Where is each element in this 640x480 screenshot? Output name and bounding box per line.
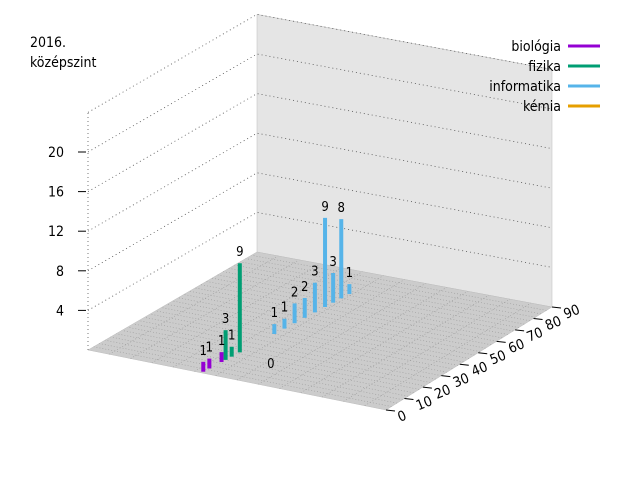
floor-grid-line-x [240, 261, 536, 318]
z-tick-label: 12 [48, 224, 64, 240]
legend-label-informatika: informatika [489, 79, 561, 95]
x-tick-mark [422, 386, 432, 389]
title-line-2: középszint [30, 55, 97, 71]
floor-grid-line-x [200, 284, 497, 342]
floor-grid-line-y [130, 259, 300, 359]
legend-item-fizika: fizika [528, 59, 600, 75]
floor-grid-line-x [245, 258, 541, 315]
x-tick-label: 30 [451, 371, 472, 392]
floor-grid-line-x [155, 310, 453, 370]
floor-grid-line-y [236, 279, 405, 381]
x-tick-label: 0 [396, 408, 409, 426]
x-tick-mark [404, 398, 414, 401]
bar-label-informatika-4: 3 [311, 265, 318, 280]
floor-grid-line-x [251, 254, 547, 311]
legend-label-fizika: fizika [528, 59, 561, 75]
floor-grid-line-x [211, 277, 508, 335]
x-tick-mark [441, 375, 451, 378]
floor-grid-line-x [178, 297, 475, 356]
legend-item-biologia: biológia [511, 39, 600, 55]
floor-grid-line-x [183, 294, 481, 352]
x-tick-label: 40 [469, 359, 490, 380]
legend-label-kemia: kémia [523, 99, 561, 115]
annotations: 0 [267, 357, 274, 372]
floor-grid-line-x [104, 339, 403, 400]
annotation-label: 0 [267, 357, 274, 372]
floor-grid-line-y [258, 283, 426, 385]
z-tick-label: 16 [48, 185, 64, 201]
chart-title: 2016. középszint [30, 35, 97, 71]
floor-grid-line-y [279, 287, 447, 389]
bar-label-informatika-6: 3 [329, 255, 336, 270]
floor-grid-line-y [151, 263, 321, 364]
floor-grid-line-x [138, 320, 436, 380]
bar-label-biológia-0: 1 [200, 344, 207, 359]
floor-grid-line-x [133, 323, 431, 383]
bar-label-informatika-5: 9 [321, 200, 328, 215]
floor-grid-line-y [109, 255, 279, 355]
floor-grid-line-y [321, 294, 489, 398]
x-tick-label: 20 [432, 382, 453, 403]
floor-grid-line-x [234, 264, 530, 322]
floor-grid-line-x [121, 330, 420, 390]
x-tick-mark [385, 409, 396, 412]
floor-grid-line-y [300, 291, 468, 394]
floor-grid-line-x [144, 317, 442, 376]
x-tick-mark [459, 363, 469, 366]
floor-grid-line-x [206, 281, 503, 339]
z-tick-label: 4 [56, 303, 64, 319]
bar-label-fizika-1: 1 [228, 329, 235, 344]
floor-grid-line-y [364, 302, 532, 406]
x-tick-mark [496, 340, 506, 343]
title-line-1: 2016. [30, 35, 66, 51]
x-tick-mark [515, 329, 525, 332]
x-tick-mark [533, 317, 543, 320]
bar-label-biológia-1: 1 [206, 341, 213, 356]
floor-grid-line-x [110, 336, 409, 397]
x-tick-label: 80 [543, 313, 564, 334]
legend-item-kemia: kémia [523, 99, 600, 115]
floor-grid-line-x [149, 313, 447, 373]
floor-grid-line-y [343, 298, 511, 402]
bar-label-biológia-2: 1 [218, 334, 225, 349]
z-axis: 4 8 12 16 20 [48, 145, 86, 319]
floor-grid-line-x [217, 274, 514, 332]
floor-grid-line-y [215, 275, 384, 376]
floor-grid-line-x [127, 326, 425, 387]
bar-label-informatika-0: 1 [271, 306, 278, 321]
z-tick-label: 8 [56, 264, 64, 280]
x-tick-mark [478, 352, 488, 355]
bar-label-informatika-2: 2 [291, 285, 298, 300]
bar-label-informatika-1: 1 [281, 301, 288, 316]
x-tick-label: 50 [488, 348, 509, 369]
bar-label-fizika-2: 9 [236, 245, 243, 260]
legend-item-informatika: informatika [489, 79, 600, 95]
x-tick-mark [551, 306, 562, 309]
bar-label-informatika-8: 1 [346, 266, 353, 281]
z-tick-label: 20 [48, 145, 64, 161]
bar-label-informatika-7: 8 [338, 201, 345, 216]
floor-grid-line-x [116, 333, 414, 394]
x-tick-label: 90 [562, 302, 583, 323]
data-bars [201, 217, 352, 372]
bar-label-fizika-0: 3 [222, 312, 229, 327]
bar-label-informatika-3: 2 [301, 280, 308, 295]
legend-label-biologia: biológia [511, 39, 561, 55]
x-tick-label: 60 [506, 336, 527, 357]
x-tick-label: 70 [525, 325, 546, 346]
legend: biológia fizika informatika kémia [489, 39, 600, 115]
x-tick-label: 10 [414, 393, 435, 414]
